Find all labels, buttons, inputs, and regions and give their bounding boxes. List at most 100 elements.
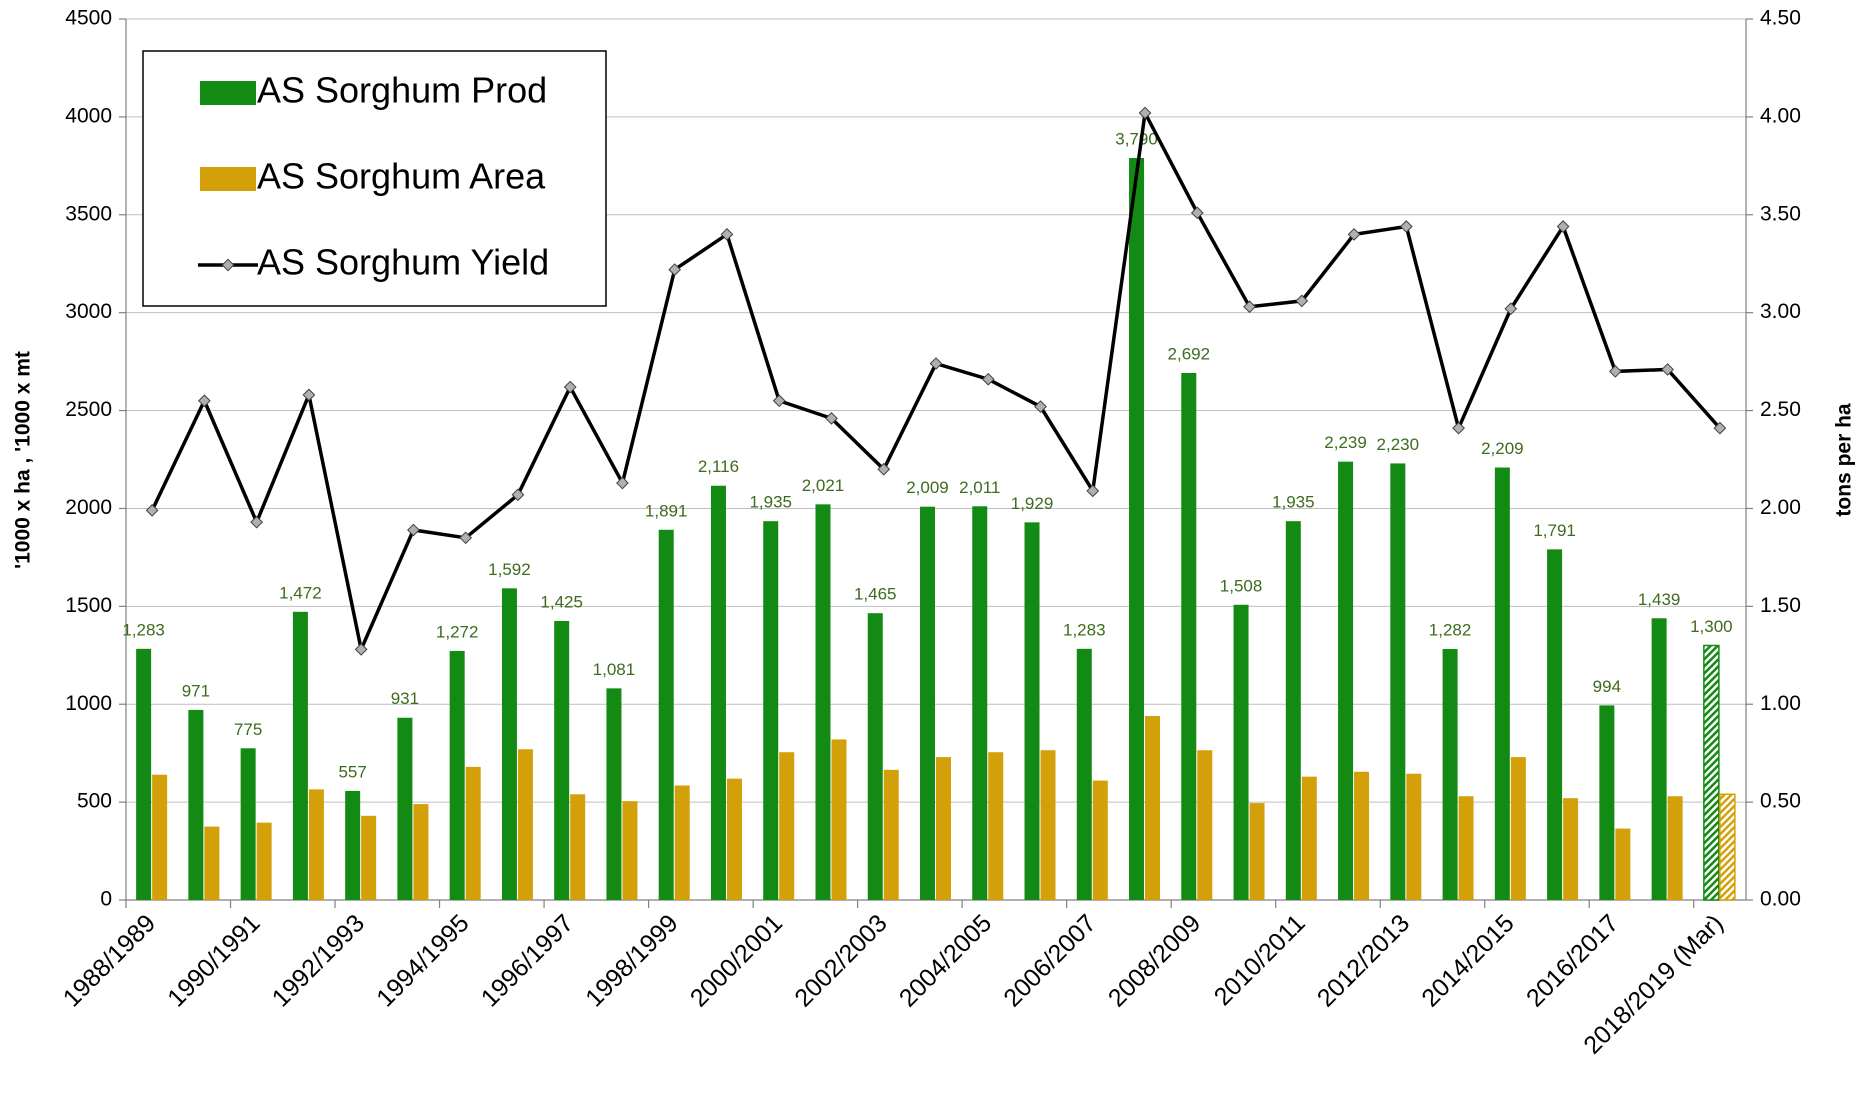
data-label: 1,891 [645,501,688,520]
marker [563,380,577,394]
marker [877,462,891,476]
bar [936,757,951,900]
bar [1667,796,1683,900]
marker [1138,106,1152,120]
data-label: 1,439 [1638,590,1681,609]
y2-tick-label: 0.50 [1760,790,1801,813]
data-label: 971 [182,681,210,700]
bar [1354,771,1370,900]
marker [407,523,420,537]
bar [1024,522,1040,900]
bar [413,804,429,900]
marker [198,394,211,408]
data-label: 1,935 [1272,493,1315,512]
marker [354,643,368,656]
bar [465,766,481,900]
bar [1458,796,1474,900]
bar [1145,715,1161,900]
marker [1243,300,1256,314]
marker [720,227,734,241]
bar [256,822,272,900]
bar [1563,798,1579,900]
data-label: 1,508 [1220,576,1263,595]
x-tick-label: 2000/2001 [685,909,788,1012]
bar [1129,158,1145,901]
x-tick-label: 1994/1995 [371,909,474,1012]
marker [1295,294,1309,308]
bar [1285,521,1301,900]
bar [1390,463,1406,900]
bar [292,611,308,900]
bar [1703,644,1720,901]
bar [1233,604,1249,900]
bar [136,648,152,900]
bar [658,529,674,900]
data-label: 2,209 [1481,439,1524,458]
data-label: 775 [234,720,262,739]
bar [188,709,204,900]
bar [397,717,413,900]
bar [1181,372,1197,901]
bar [867,613,883,900]
marker [981,372,995,386]
bar [726,778,742,900]
data-label: 2,021 [802,476,845,495]
bar [606,688,622,900]
data-label: 1,929 [1011,494,1054,513]
bar [831,739,847,900]
marker [1190,206,1204,220]
x-tick-label: 1996/1997 [476,909,579,1012]
y2-axis-label: tons per ha [1833,403,1856,517]
data-label: 1,592 [488,560,531,579]
bar [345,790,361,900]
marker [929,357,943,370]
y-tick-label: 3500 [65,202,112,225]
x-tick-label: 2008/2009 [1103,909,1206,1012]
bar [1338,461,1354,900]
marker [616,476,629,490]
marker [1556,220,1570,233]
legend-swatch [200,81,256,105]
data-label: 931 [391,689,419,708]
marker [511,488,525,502]
marker [825,412,838,425]
bar [204,826,220,900]
x-tick-label: 2006/2007 [998,909,1101,1012]
y2-tick-label: 4.00 [1760,104,1801,127]
bar [1719,793,1736,901]
y2-tick-label: 0.00 [1760,888,1801,911]
y2-tick-label: 2.00 [1760,496,1801,519]
bar [1301,776,1317,900]
data-label: 1,283 [1063,620,1106,639]
marker [1504,302,1518,316]
data-label: 1,283 [122,620,165,639]
data-label: 2,230 [1377,435,1420,454]
bar [1040,750,1056,900]
y2-tick-label: 3.00 [1760,300,1801,323]
bar [1076,648,1092,900]
marker [250,515,264,529]
x-tick-label: 1988/1989 [58,909,161,1012]
y2-tick-label: 4.50 [1760,7,1801,30]
legend-label: AS Sorghum Prod [257,70,547,111]
bar [674,785,690,900]
y-tick-label: 1000 [65,692,112,715]
bar [1651,618,1667,900]
data-label: 1,935 [749,493,792,512]
y-tick-label: 500 [77,790,112,813]
marker [302,388,316,402]
x-tick-label: 2016/2017 [1521,909,1624,1012]
bar [570,794,586,900]
y-tick-label: 0 [100,888,112,911]
y-tick-label: 3000 [65,300,112,323]
marker [1452,421,1465,435]
data-label: 1,272 [436,622,479,641]
x-tick-label: 1992/1993 [267,909,370,1012]
bar [779,752,795,900]
x-tick-label: 1998/1999 [580,909,683,1012]
data-label: 1,425 [540,593,583,612]
y2-tick-label: 3.50 [1760,202,1801,225]
bar [1442,649,1458,900]
bar [1599,705,1615,900]
bar [1406,773,1422,900]
